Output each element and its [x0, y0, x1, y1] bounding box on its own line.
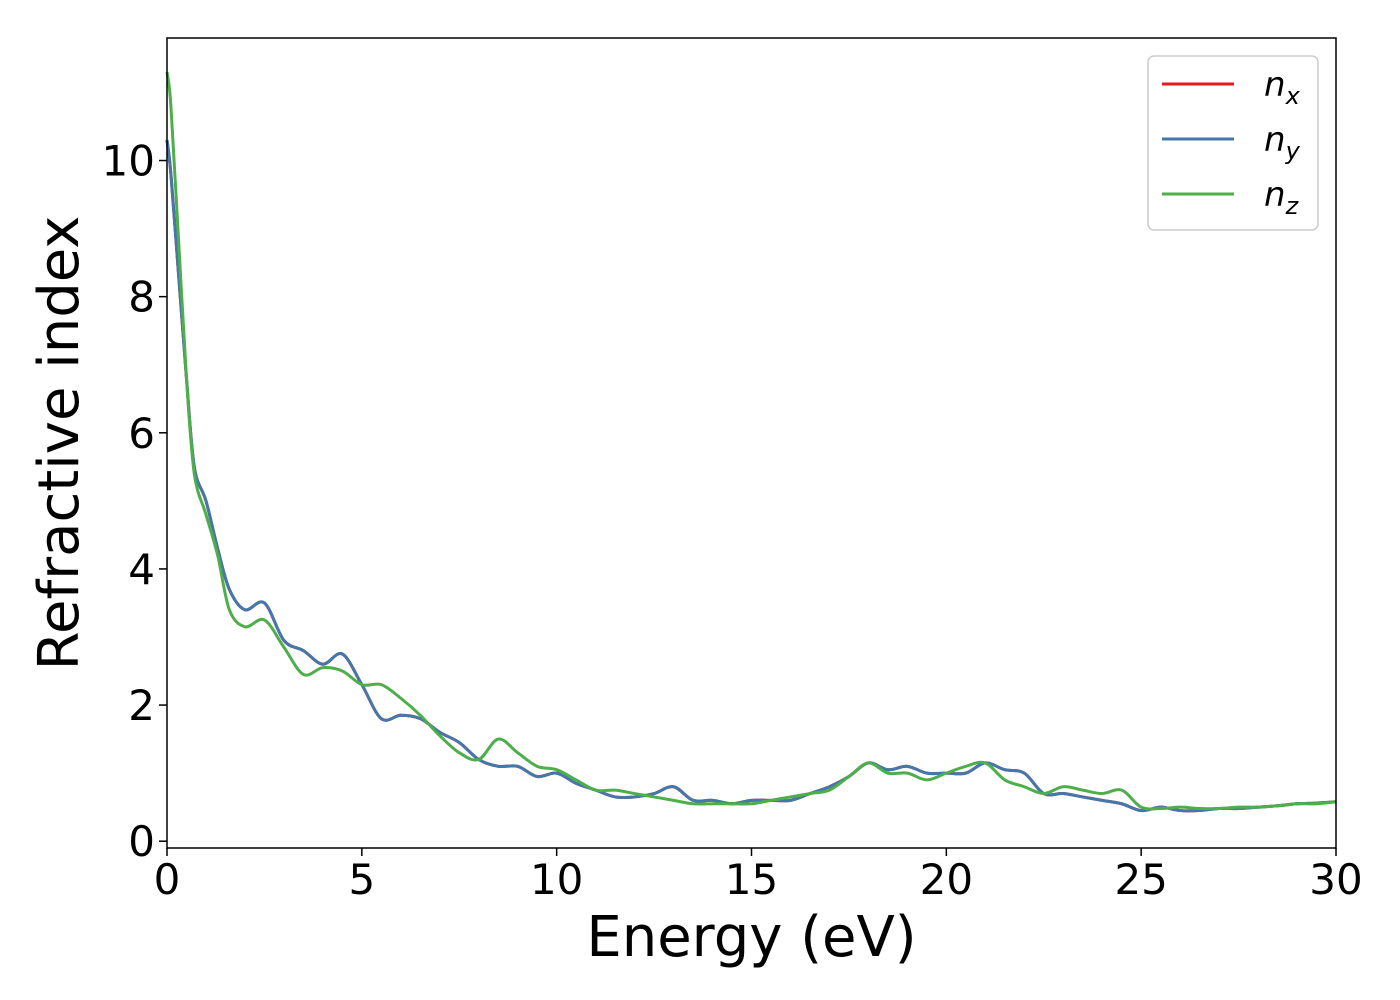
y-tick-label: 4 [128, 545, 155, 594]
x-axis-ticks: 0 5 10 15 20 25 30 [154, 848, 1363, 904]
legend-label-subscript: z [1285, 192, 1300, 220]
legend-label-subscript: x [1285, 82, 1301, 110]
x-tick-label: 15 [725, 855, 778, 904]
series-layer [165, 71, 1337, 813]
x-tick-label: 30 [1309, 855, 1362, 904]
y-axis-label: Refractive index [27, 216, 92, 671]
x-tick-label: 20 [920, 855, 973, 904]
y-tick-label: 6 [128, 409, 155, 458]
y-tick-label: 2 [128, 681, 155, 730]
legend-label-nx: nx [1264, 65, 1301, 110]
x-tick-label: 0 [154, 855, 181, 904]
legend-label-name: n [1264, 175, 1286, 215]
series-line-nx [165, 139, 1337, 813]
x-tick-label: 10 [530, 855, 583, 904]
y-axis-ticks: 0 2 4 6 8 10 [102, 137, 167, 866]
legend-box [1147, 55, 1319, 231]
x-axis-label: Energy (eV) [586, 905, 916, 970]
legend-label-name: n [1264, 65, 1286, 105]
legend-label-subscript: y [1285, 137, 1301, 165]
y-tick-label: 10 [102, 137, 155, 186]
x-tick-label: 5 [348, 855, 375, 904]
x-tick-label: 25 [1114, 855, 1167, 904]
y-tick-label: 8 [128, 273, 155, 322]
legend-label-ny: ny [1264, 120, 1301, 165]
legend-label-nz: nz [1264, 175, 1300, 220]
y-tick-label: 0 [128, 817, 155, 866]
series-line-ny [165, 139, 1337, 813]
legend-label-name: n [1264, 120, 1286, 160]
series-line-nz [165, 71, 1337, 811]
